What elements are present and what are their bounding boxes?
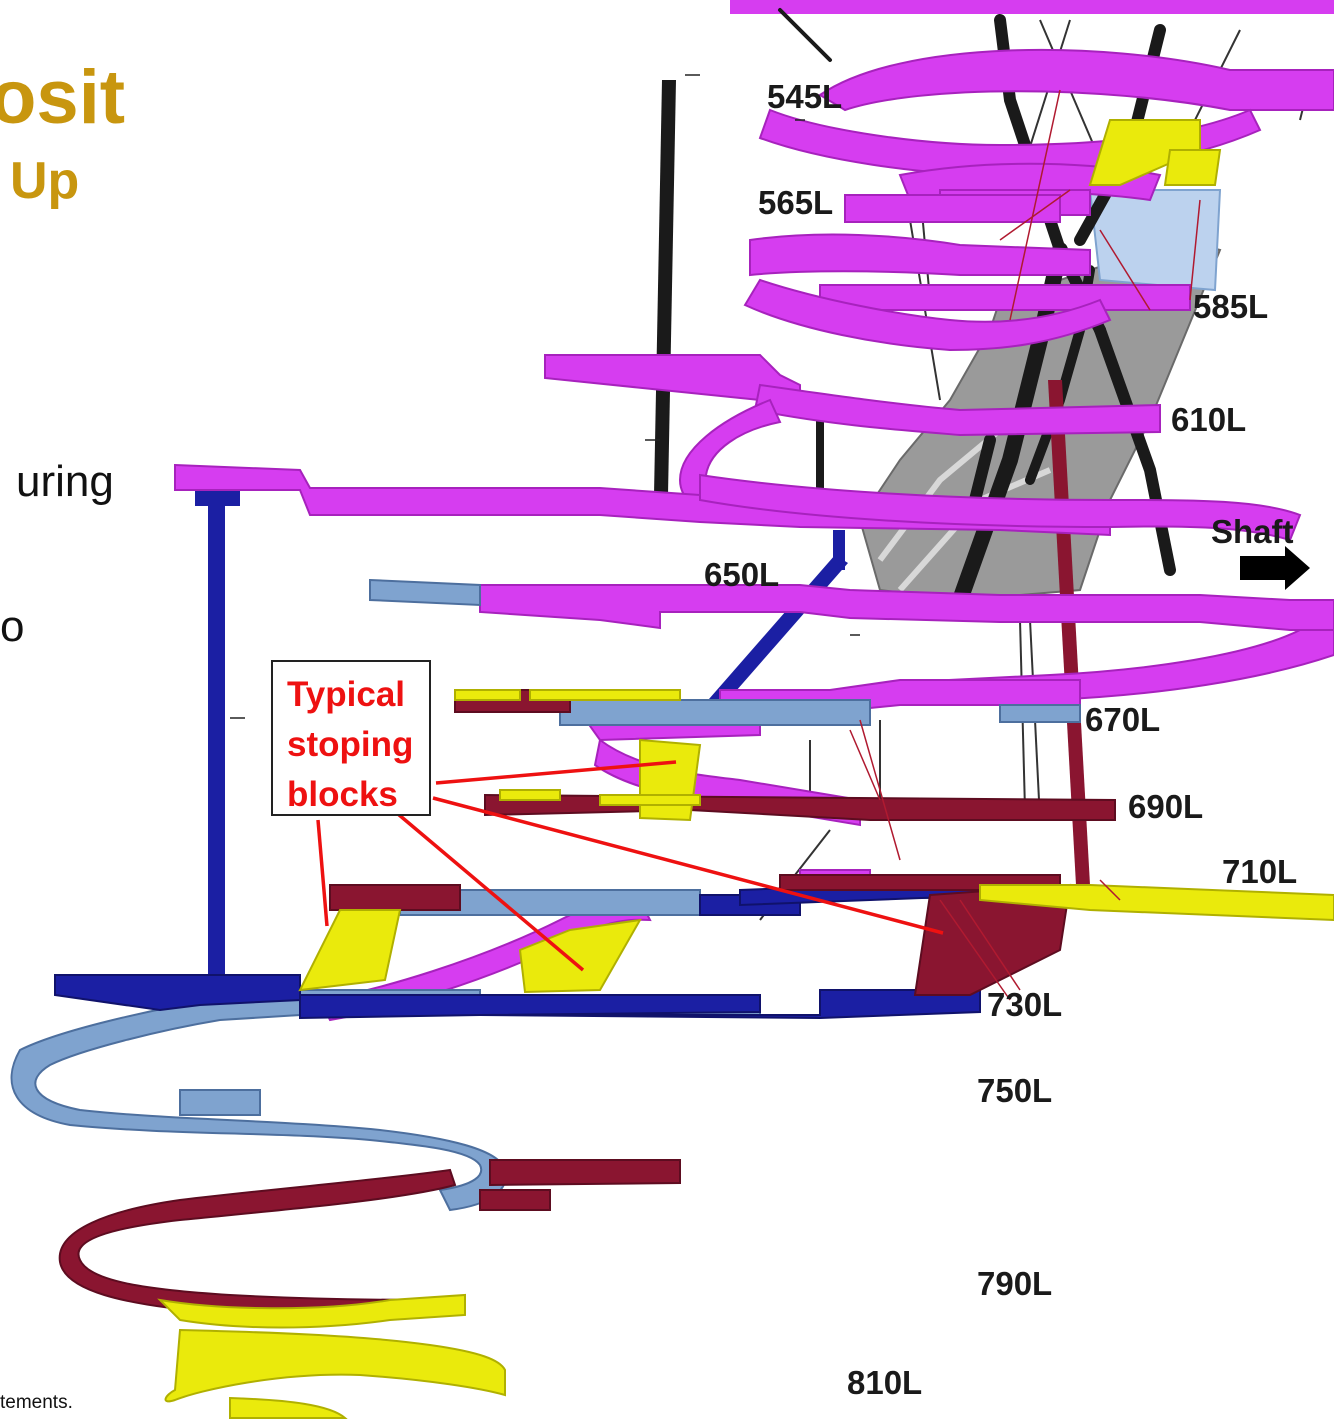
callout-line-3: blocks: [287, 775, 398, 814]
callout-line-2: stoping: [287, 725, 414, 764]
footnote: tements.: [0, 1392, 73, 1413]
right-arrow-icon: [1240, 546, 1310, 590]
level-label-610: 610L: [1171, 401, 1247, 438]
stoping-blocks-callout: Typical stoping blocks: [271, 660, 431, 816]
level-label-650: 650L: [704, 556, 780, 593]
level-label-790: 790L: [977, 1265, 1053, 1302]
ventilation-raise-left: [654, 80, 676, 495]
level-label-545: 545L: [767, 78, 843, 115]
level-label-585: 585L: [1193, 288, 1269, 325]
level-label-710: 710L: [1222, 853, 1298, 890]
level-label-565: 565L: [758, 184, 834, 221]
level-label-730: 730L: [987, 986, 1063, 1023]
body-text-fragment-1: uring: [16, 457, 114, 506]
callout-line-1: Typical: [287, 675, 406, 714]
body-text-fragment-2: o: [0, 602, 25, 651]
top-drive: [730, 0, 1334, 14]
shaft-label: Shaft: [1211, 513, 1294, 550]
level-label-690: 690L: [1128, 788, 1204, 825]
yellow-stopes: [157, 119, 1334, 1419]
dark-blue-raise: [208, 500, 225, 990]
level-label-670: 670L: [1085, 701, 1161, 738]
level-label-810: 810L: [847, 1364, 923, 1401]
slide-subtitle: Up: [10, 152, 80, 210]
level-label-750: 750L: [977, 1072, 1053, 1109]
slide-title: osit: [0, 55, 126, 140]
callout-leaders: [316, 760, 944, 972]
maroon-levels: [58, 689, 1116, 1319]
